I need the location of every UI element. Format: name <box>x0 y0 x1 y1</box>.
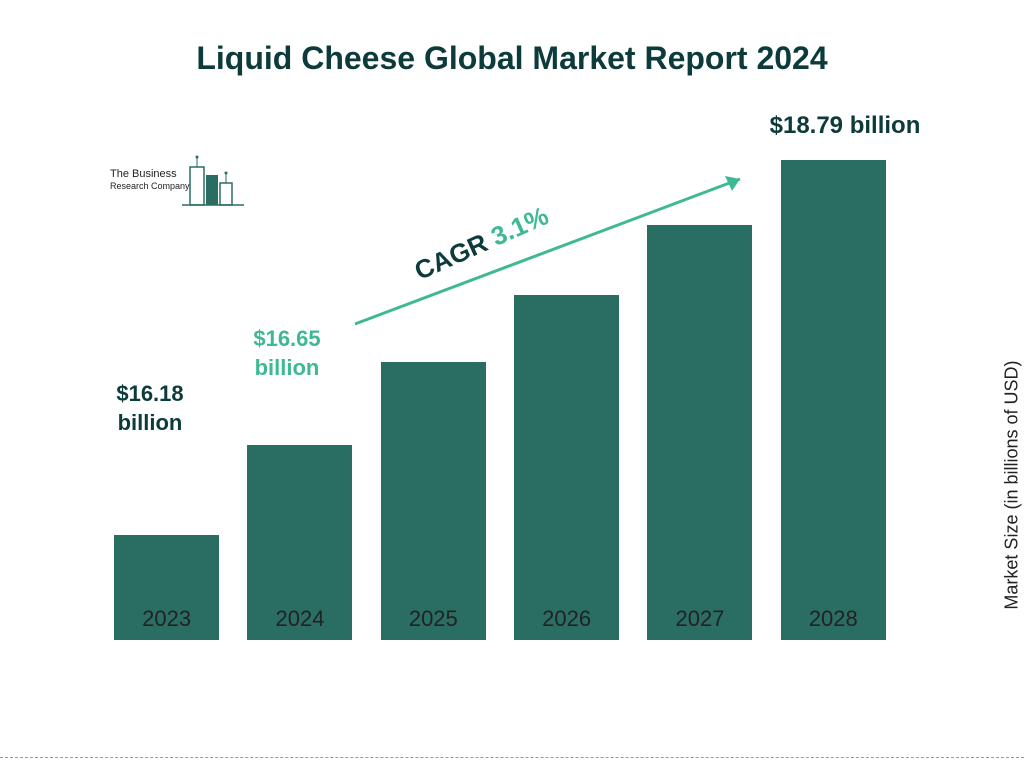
bar-group-2023: 2023 <box>107 535 227 640</box>
bar-label-2026: 2026 <box>507 606 627 632</box>
bar-label-2024: 2024 <box>240 606 360 632</box>
data-label-2028: $18.79 billion <box>760 110 930 141</box>
bar-label-2027: 2027 <box>640 606 760 632</box>
data-label-2024: $16.65 billion <box>232 325 342 382</box>
cagr-arrow-icon <box>345 164 765 334</box>
chart-title: Liquid Cheese Global Market Report 2024 <box>0 40 1024 77</box>
data-label-2023: $16.18 billion <box>95 380 205 437</box>
footer-dashed-line <box>0 757 1024 758</box>
y-axis-label: Market Size (in billions of USD) <box>1002 361 1023 610</box>
bar-group-2026: 2026 <box>507 295 627 640</box>
bar-group-2024: 2024 <box>240 445 360 640</box>
bar-2025 <box>381 362 486 640</box>
bar-2028 <box>781 160 886 640</box>
bar-group-2028: 2028 <box>773 160 893 640</box>
bar-label-2025: 2025 <box>373 606 493 632</box>
bar-label-2023: 2023 <box>107 606 227 632</box>
bar-label-2028: 2028 <box>773 606 893 632</box>
bar-2026 <box>514 295 619 640</box>
bar-group-2025: 2025 <box>373 362 493 640</box>
